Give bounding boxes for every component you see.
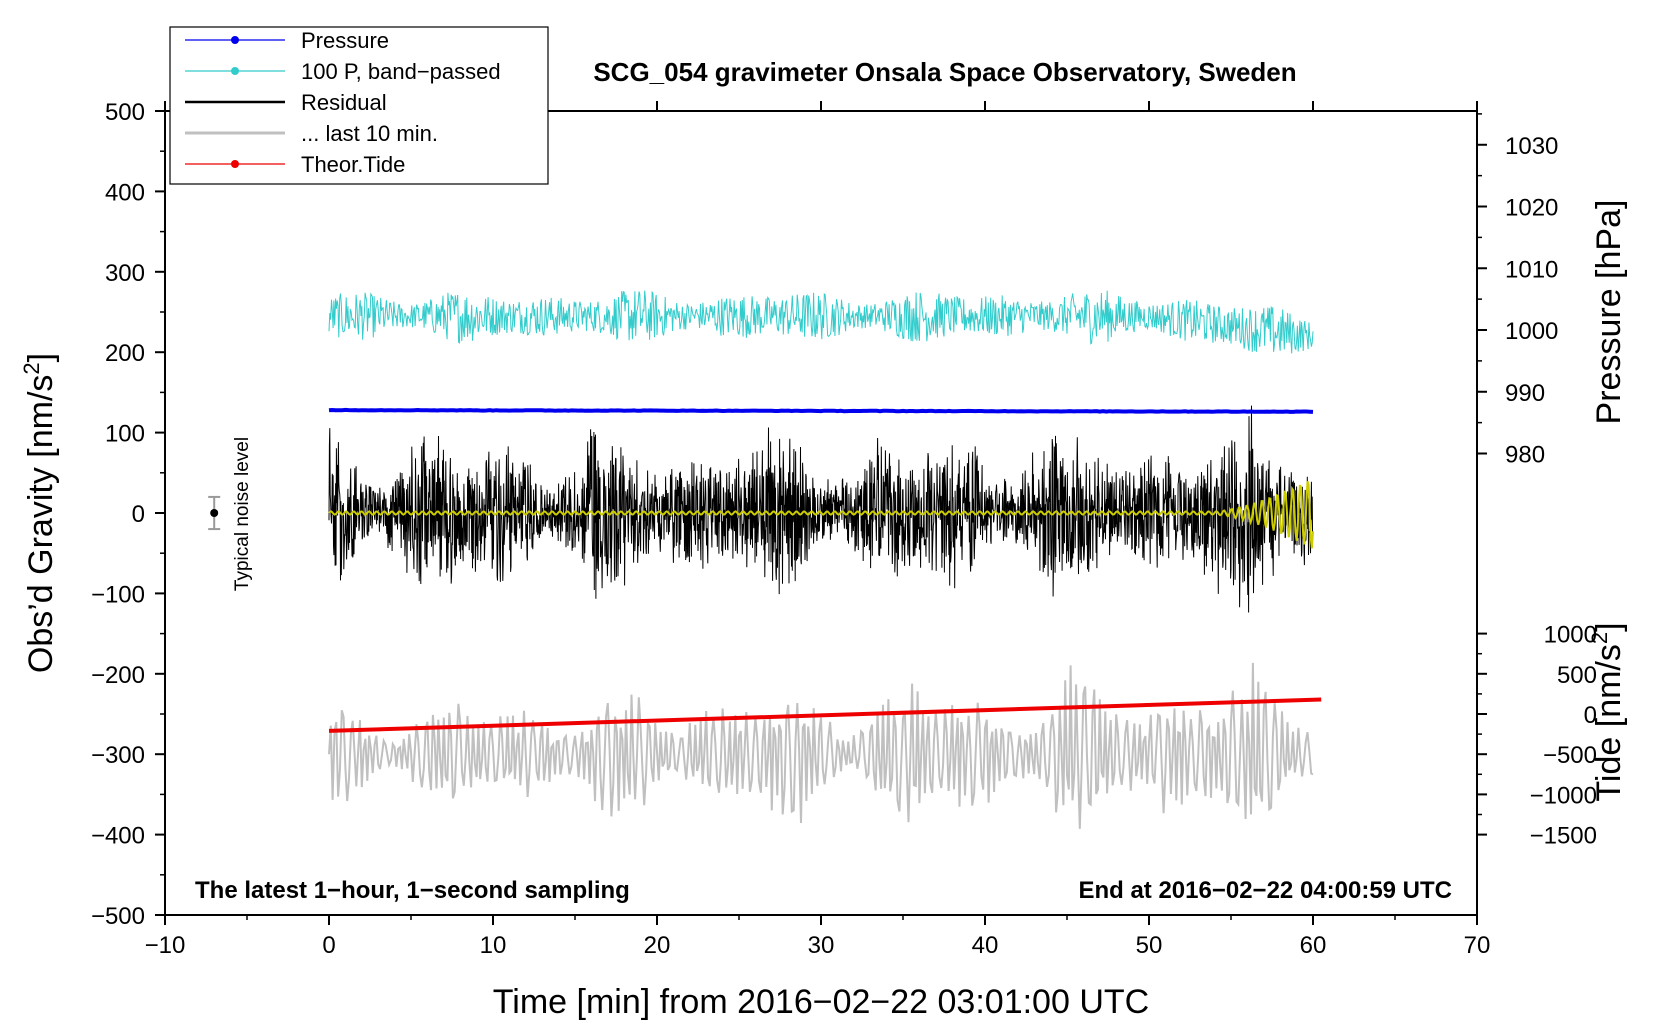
x-tick-label: 60 [1300, 932, 1327, 959]
y-tick-label: −400 [91, 823, 145, 850]
legend-label: 100 P, band−passed [301, 59, 501, 84]
tide-tick-label: −1500 [1530, 823, 1597, 850]
pressure-tick-label: 980 [1505, 442, 1545, 469]
legend-label: ... last 10 min. [301, 121, 438, 146]
legend-box [169, 26, 549, 185]
legend-label: Pressure [301, 28, 389, 53]
x-tick-label: 20 [644, 932, 671, 959]
series-pressure [328, 407, 1314, 414]
tide-tick-label: 0 [1584, 702, 1597, 729]
pressure-tick-label: 990 [1505, 380, 1545, 407]
tide-tick-label: −500 [1543, 742, 1597, 769]
y-tick-label: 300 [105, 260, 145, 287]
legend-marker [231, 160, 239, 168]
pressure-axis-ticks: 980 990 1000 1010 1020 1030 [1477, 113, 1558, 469]
x-tick-label: 30 [808, 932, 835, 959]
pressure-tick-label: 1010 [1505, 256, 1558, 283]
y-axis-label-end: ] [22, 353, 60, 362]
y-axis-label-base: Obs’d Gravity [nm/s [22, 375, 60, 674]
series-pressure-band-passed [328, 290, 1314, 354]
tide-axis-label-end: ] [1590, 622, 1628, 631]
pressure-axis-label: Pressure [hPa] [1590, 200, 1628, 425]
noise-point [210, 509, 219, 517]
series-last-10-min [328, 662, 1314, 829]
series-layer [328, 290, 1322, 829]
y-axis-label: Obs’d Gravity [nm/s2] [19, 353, 60, 673]
series-residual [328, 405, 1314, 613]
legend: Pressure 100 P, band−passed Residual ... la… [169, 26, 549, 185]
tide-tick-label: 1000 [1544, 622, 1597, 649]
legend-label: Residual [301, 90, 387, 115]
legend-marker [231, 36, 239, 44]
x-axis-label: Time [min] from 2016−02−22 03:01:00 UTC [493, 983, 1149, 1020]
tide-tick-label: 500 [1557, 662, 1597, 689]
x-tick-label: 40 [972, 932, 999, 959]
y-tick-label: −300 [91, 742, 145, 769]
pressure-tick-label: 1030 [1505, 133, 1558, 160]
y-tick-label: −100 [91, 581, 145, 608]
y-tick-label: 100 [105, 421, 145, 448]
chart-title: SCG_054 gravimeter Onsala Space Observat… [593, 57, 1296, 87]
noise-level-label: Typical noise level [232, 437, 253, 591]
y-axis-label-sup: 2 [19, 362, 44, 374]
noise-level-indicator [208, 495, 221, 531]
x-tick-label: 70 [1464, 932, 1491, 959]
x-tick-label: 0 [322, 932, 335, 959]
y-tick-label: 0 [132, 501, 145, 528]
tide-axis-label-base: Tide [nm/s [1590, 644, 1628, 801]
legend-marker [231, 67, 239, 75]
y-tick-label: −500 [91, 903, 145, 930]
tide-tick-label: −1000 [1530, 782, 1597, 809]
legend-label: Theor.Tide [301, 152, 405, 177]
series-filtered [328, 480, 1314, 549]
series-theoretical-tide [328, 697, 1322, 733]
y-tick-label: −200 [91, 662, 145, 689]
annotation-sampling: The latest 1−hour, 1−second sampling [195, 877, 630, 904]
x-tick-label: −10 [145, 932, 186, 959]
annotation-end-time: End at 2016−02−22 04:00:59 UTC [1078, 877, 1452, 904]
tide-axis-label-sup: 2 [1587, 632, 1612, 644]
y-tick-label: 400 [105, 179, 145, 206]
x-tick-label: 50 [1136, 932, 1163, 959]
y-tick-label: 200 [105, 340, 145, 367]
y-axis-ticks: −500 −400 −300 −200 −100 0 100 200 300 400 500 [91, 99, 165, 930]
x-axis-ticks: −10 0 10 20 30 40 50 60 70 [145, 101, 1491, 959]
x-tick-label: 10 [480, 932, 507, 959]
tide-axis-ticks: −1500 −1000 −500 0 500 1000 [1477, 622, 1597, 850]
pressure-tick-label: 1020 [1505, 195, 1558, 222]
tide-axis-label: Tide [nm/s2] [1587, 622, 1628, 801]
y-tick-label: 500 [105, 99, 145, 126]
pressure-tick-label: 1000 [1505, 318, 1558, 345]
